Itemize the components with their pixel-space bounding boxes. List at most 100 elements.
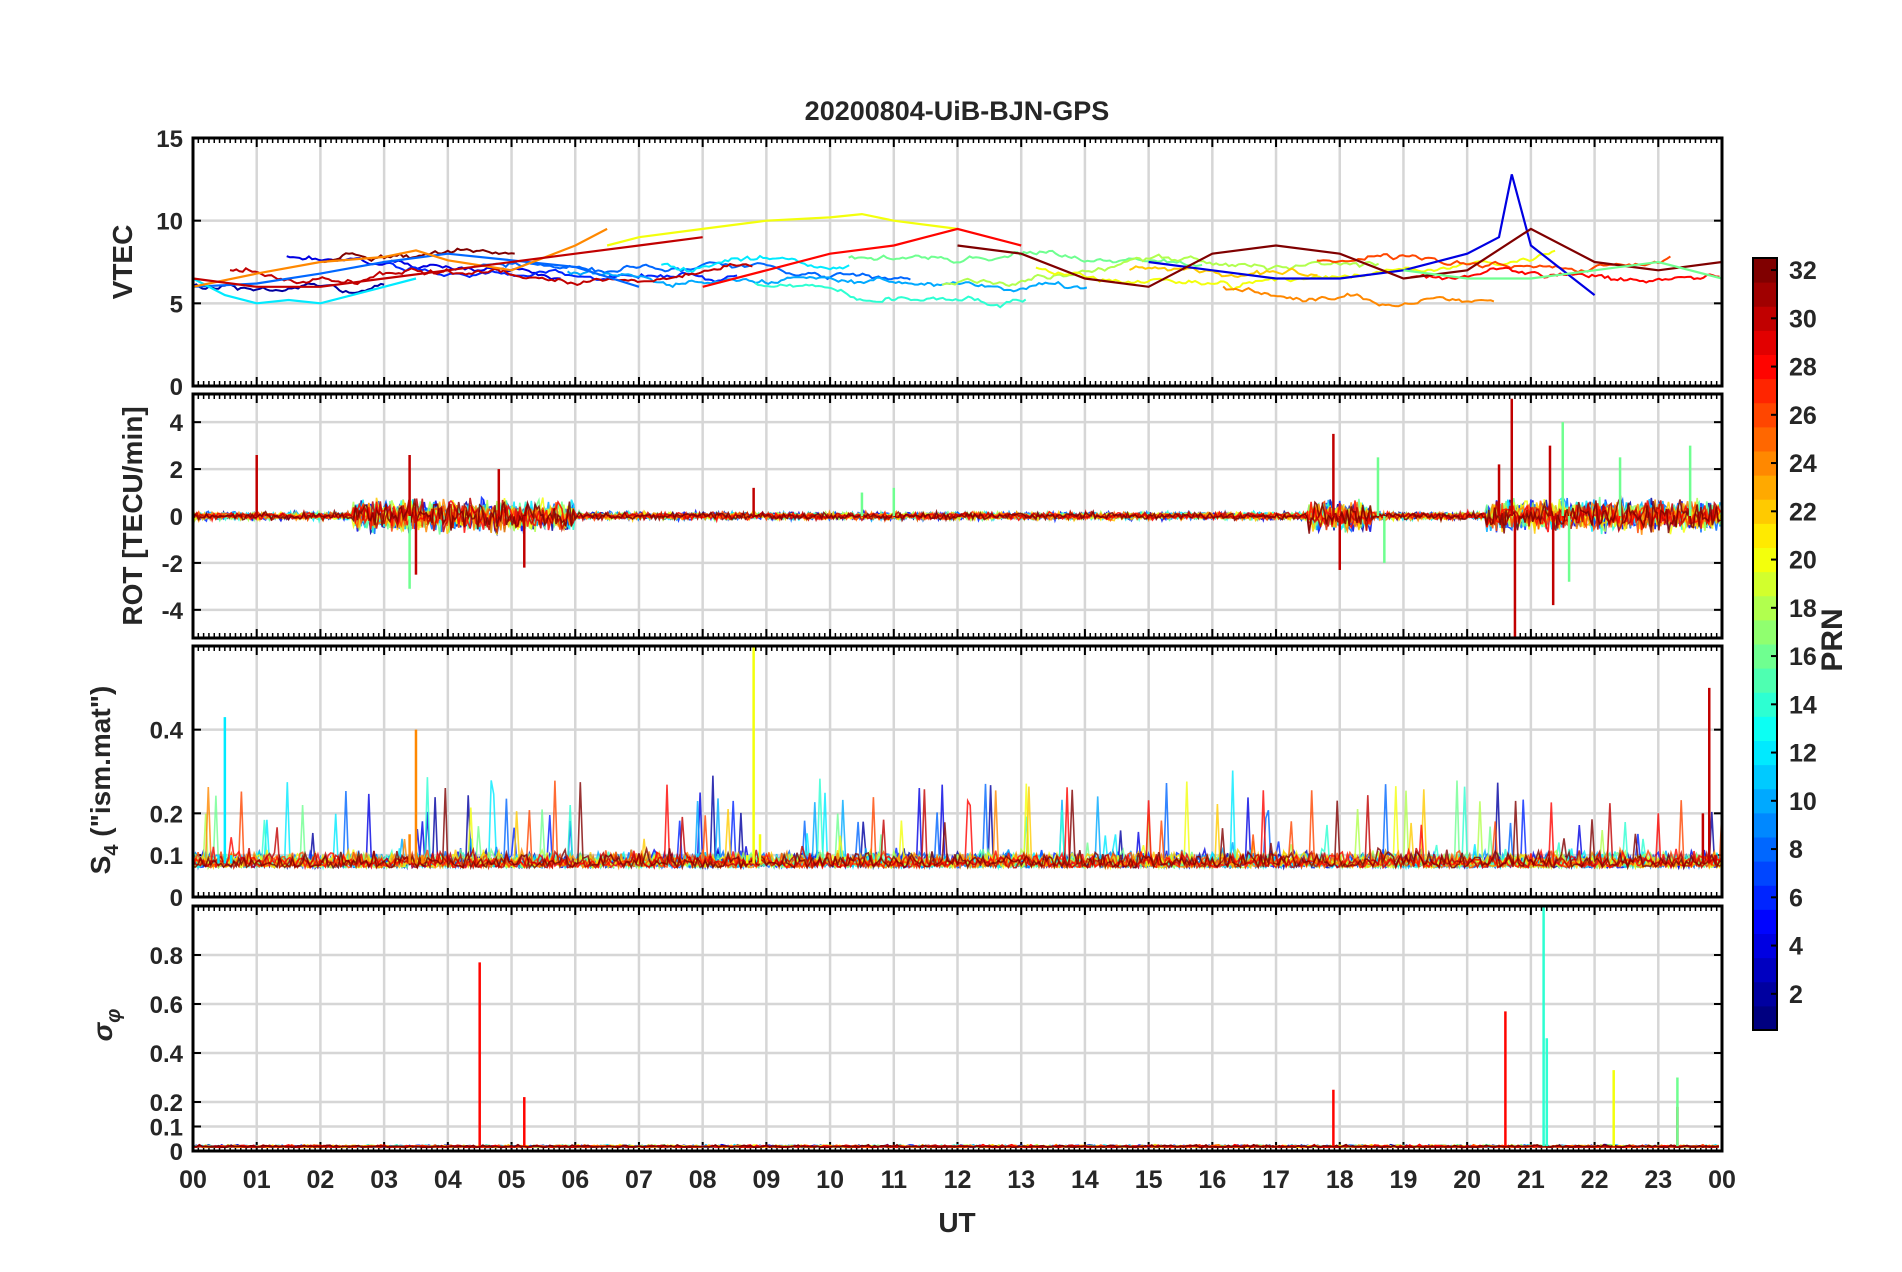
s4-ylabel-main: S	[85, 856, 116, 875]
sigma-phi-ylabel-main: σ	[87, 1021, 118, 1041]
colorbar-tick-label: 30	[1789, 305, 1817, 333]
vtec-series	[702, 227, 1022, 288]
s4-panel: 0 0.1 0.2 0.4 S4 ("ism.mat")	[85, 644, 1724, 912]
figure-title: 20200804-UiB-BJN-GPS	[805, 96, 1110, 126]
x-tick-label: 23	[1644, 1166, 1672, 1194]
colorbar-cell	[1753, 668, 1777, 693]
y-tick-label: 0.2	[150, 801, 183, 828]
x-tick-label: 05	[498, 1166, 526, 1194]
colorbar-tick-label: 24	[1789, 450, 1817, 478]
colorbar-tick-label: 26	[1789, 402, 1817, 430]
x-tick-label: 21	[1517, 1166, 1545, 1194]
colorbar-cell	[1753, 957, 1777, 983]
vtec-series	[193, 236, 703, 288]
y-tick-label: 0	[170, 885, 183, 912]
y-tick-label: 0.1	[150, 1115, 183, 1142]
colorbar-label: PRN	[1816, 608, 1849, 671]
x-tick-label: 03	[370, 1166, 398, 1194]
vtec-panel: 0 5 10 15 VTEC	[107, 126, 1724, 401]
y-tick-label: 0	[170, 1139, 183, 1166]
colorbar-cell	[1753, 764, 1777, 790]
colorbar-tick-label: 10	[1789, 788, 1817, 816]
colorbar-cell	[1753, 282, 1777, 307]
x-tick-label: 17	[1262, 1166, 1290, 1194]
y-tick-label: 0.1	[150, 843, 183, 870]
rot-ylabel: ROT [TECU/min]	[117, 406, 148, 625]
colorbar-tick-label: 22	[1789, 498, 1817, 526]
vtec-series	[606, 212, 958, 247]
y-tick-label: 15	[156, 126, 183, 153]
colorbar-cell	[1753, 475, 1777, 500]
colorbar-cell	[1753, 619, 1777, 645]
y-tick-label: 0.4	[150, 718, 184, 745]
s4-ylabel: S4 ("ism.mat")	[85, 686, 123, 875]
x-tick-label: 13	[1007, 1166, 1035, 1194]
x-tick-label: 11	[881, 1166, 908, 1194]
vtec-trace-prn-22	[1129, 265, 1318, 279]
colorbar-cell	[1753, 909, 1777, 934]
y-tick-label: 5	[170, 291, 183, 318]
x-tick-label: 02	[307, 1166, 335, 1194]
rot-trace-prn-32	[193, 495, 1721, 534]
vtec-trace-prn-8	[473, 261, 911, 281]
x-tick-label: 09	[752, 1166, 780, 1194]
y-tick-label: 10	[156, 209, 183, 236]
vtec-series	[193, 227, 608, 288]
colorbar-tick-label: 2	[1789, 981, 1803, 1009]
colorbar-tick-label: 32	[1789, 257, 1817, 285]
s4-ylabel-tail: ("ism.mat")	[85, 686, 116, 845]
vtec-series	[1148, 174, 1596, 296]
colorbar-tick-label: 28	[1789, 354, 1817, 382]
y-tick-label: 0	[170, 374, 183, 401]
vtec-series	[193, 252, 640, 288]
colorbar-cell	[1753, 571, 1777, 597]
x-tick-label: 06	[561, 1166, 589, 1194]
sigma-phi-panel: 00.10.2 0.4 0.6 0.8 σφ	[87, 904, 1724, 1166]
colorbar-cell	[1753, 523, 1777, 548]
colorbar-cell	[1753, 812, 1777, 838]
vtec-trace-prn-12	[661, 254, 850, 273]
vtec-trace-prn-14	[754, 282, 1027, 309]
sigma-phi-ylabel-sub: φ	[103, 1009, 125, 1023]
y-tick-label: 0	[170, 504, 183, 531]
x-tick-label: 20	[1453, 1166, 1481, 1194]
vtec-trace-prn-24	[1222, 285, 1495, 308]
x-tick-label: 04	[434, 1166, 462, 1194]
colorbar-cell	[1753, 330, 1777, 355]
x-tick-label: 14	[1071, 1166, 1099, 1194]
vtec-trace-prn-30	[229, 262, 753, 286]
y-tick-label: 0.8	[150, 943, 183, 970]
sigma-phi-ylabel: σφ	[87, 1009, 125, 1042]
y-tick-label: 4	[170, 410, 184, 437]
colorbar-cell	[1753, 1005, 1777, 1031]
x-tick-label: 00	[179, 1166, 207, 1194]
colorbar-tick-label: 4	[1789, 933, 1803, 961]
x-tick-label: 15	[1135, 1166, 1163, 1194]
vtec-trace-prn-18	[941, 253, 1380, 287]
colorbar-cell	[1753, 716, 1777, 741]
s4-trace-prn-32	[193, 782, 1722, 871]
x-tick-label: 10	[816, 1166, 844, 1194]
vtec-ylabel: VTEC	[107, 225, 138, 300]
x-axis-label: UT	[938, 1207, 975, 1238]
vtec-series	[193, 277, 417, 305]
x-tick-labels: 00 01 02 03 04 05 06 07 08 09 10 11 12 13 14 15 16 17 18 19…	[179, 1166, 1736, 1194]
vtec-series	[957, 227, 1722, 288]
y-tick-label: 0.2	[150, 1090, 183, 1117]
colorbar-tick-label: 18	[1789, 595, 1817, 623]
colorbar-tick-label: 14	[1789, 691, 1817, 719]
x-tick-label: 19	[1390, 1166, 1418, 1194]
s4-ylabel-sub: 4	[101, 844, 123, 856]
y-tick-label: -4	[162, 598, 184, 625]
x-tick-label: 08	[689, 1166, 717, 1194]
x-tick-label: 22	[1581, 1166, 1609, 1194]
colorbar-cell	[1753, 378, 1777, 404]
x-tick-label: 18	[1326, 1166, 1354, 1194]
x-tick-label: 16	[1198, 1166, 1226, 1194]
x-tick-label: 07	[625, 1166, 653, 1194]
colorbar-cell	[1753, 426, 1777, 452]
x-tick-label: 01	[243, 1166, 271, 1194]
sigma-trace-prn-32	[193, 1143, 1719, 1149]
x-tick-label: 00	[1708, 1166, 1736, 1194]
